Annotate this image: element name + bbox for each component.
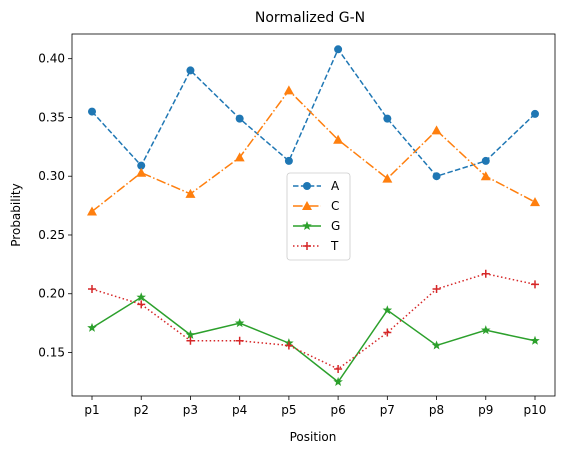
data-point [334, 364, 343, 373]
legend-label: G [331, 219, 340, 233]
y-tick-label: 0.15 [38, 346, 65, 360]
series-line-t [91, 272, 536, 370]
data-point [531, 109, 539, 118]
data-point [382, 173, 393, 183]
data-point [284, 341, 293, 350]
x-tick-label: p8 [429, 403, 444, 417]
data-point [283, 85, 294, 95]
y-tick-label: 0.30 [38, 169, 65, 183]
legend-marker [303, 242, 311, 250]
data-point [333, 134, 344, 144]
data-point [137, 300, 146, 309]
series-layer [87, 45, 540, 386]
data-point [432, 172, 441, 181]
y-axis: 0.15 0.20 0.25 0.30 0.35 0.40 [38, 52, 72, 360]
legend-frame [286, 172, 351, 261]
data-point [481, 156, 490, 165]
series-c [87, 85, 540, 216]
x-tick-label: p2 [134, 403, 149, 417]
data-point [185, 188, 196, 198]
series-t [88, 269, 539, 373]
data-point [137, 161, 146, 170]
series-line-c [91, 89, 536, 213]
data-point [431, 340, 442, 350]
data-point [284, 156, 293, 165]
data-point [87, 322, 97, 332]
legend-item-t: T [293, 239, 339, 253]
data-point [333, 376, 343, 386]
data-point [531, 280, 539, 289]
x-tick-label: p6 [330, 403, 345, 417]
x-tick-label: p1 [84, 403, 99, 417]
y-tick-label: 0.25 [38, 228, 65, 242]
x-tick-label: p9 [478, 403, 493, 417]
y-tick-label: 0.35 [38, 110, 65, 124]
data-point [185, 329, 196, 339]
legend-label: T [330, 239, 339, 253]
data-point [186, 336, 195, 345]
data-point [136, 167, 147, 177]
chart-title: Normalized G-N [255, 10, 365, 26]
data-point [383, 114, 392, 123]
legend-item-g: G [293, 219, 340, 233]
y-axis-label: Probability [9, 183, 23, 246]
legend-label: C [331, 199, 339, 213]
data-point [88, 285, 96, 294]
series-line-g [91, 296, 536, 383]
series-g [87, 292, 540, 386]
legend-label: A [331, 179, 340, 193]
data-point [334, 45, 343, 54]
data-point [234, 318, 245, 328]
series-line-a [91, 47, 536, 178]
x-axis-label: Position [290, 430, 337, 444]
data-point [530, 197, 540, 207]
data-point [88, 107, 96, 116]
legend-marker [302, 201, 312, 210]
data-point [530, 335, 540, 345]
x-tick-label: p10 [524, 403, 547, 417]
data-point [432, 285, 441, 294]
legend-item-a: A [293, 179, 340, 193]
x-tick-label: p4 [232, 403, 247, 417]
data-point [234, 152, 245, 162]
data-point [481, 325, 491, 335]
x-tick-label: p3 [183, 403, 198, 417]
x-tick-label: p5 [281, 403, 296, 417]
data-point [87, 206, 97, 216]
data-point [235, 336, 244, 345]
data-point [382, 305, 393, 315]
legend-marker [302, 221, 312, 231]
legend-marker [303, 182, 311, 190]
series-a [88, 45, 539, 181]
data-point [186, 66, 195, 75]
x-tick-label: p7 [380, 403, 395, 417]
y-tick-label: 0.40 [38, 52, 65, 66]
data-point [136, 292, 146, 302]
plot-area [71, 33, 556, 397]
data-point [480, 171, 491, 181]
legend-item-c: C [293, 199, 339, 213]
data-point [383, 328, 392, 337]
data-point [431, 125, 442, 135]
data-point [481, 269, 490, 278]
y-tick-label: 0.20 [38, 287, 65, 301]
x-axis: p1 p2 p3 p4 p5 p6 p7 p8 p9 p10 [84, 396, 546, 417]
data-point [235, 114, 244, 123]
